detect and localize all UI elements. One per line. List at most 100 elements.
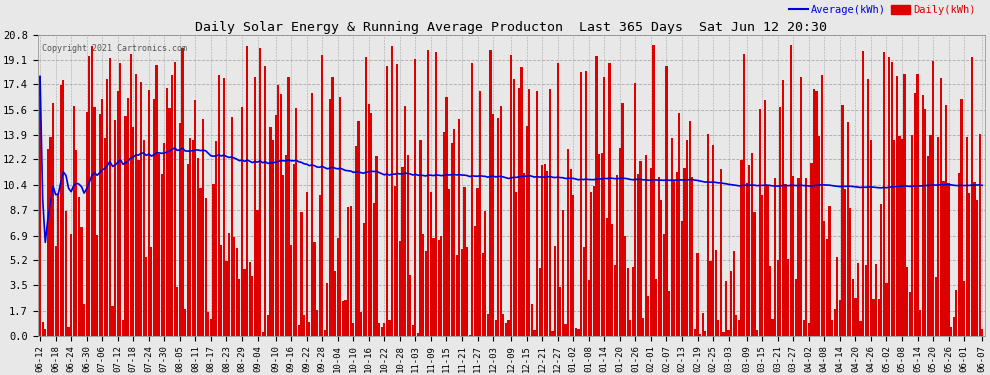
Bar (546, 171, 548, 336)
Bar (707, 134, 709, 336)
Bar (293, 164, 295, 336)
Bar (370, 112, 372, 336)
Bar (143, 140, 145, 336)
Bar (300, 212, 303, 336)
Bar (515, 192, 518, 336)
Bar (792, 176, 794, 336)
Bar (125, 116, 127, 336)
Bar (657, 177, 659, 336)
Bar (409, 275, 411, 336)
Bar (790, 45, 792, 336)
Bar (575, 328, 577, 336)
Bar (184, 309, 186, 336)
Bar (269, 127, 271, 336)
Bar (779, 107, 781, 336)
Bar (824, 221, 826, 336)
Bar (857, 262, 859, 336)
Bar (585, 71, 587, 336)
Bar (829, 206, 831, 336)
Bar (223, 78, 225, 336)
Bar (321, 55, 324, 336)
Bar (433, 238, 435, 336)
Bar (531, 304, 533, 336)
Bar (696, 254, 699, 336)
Bar (872, 299, 874, 336)
Bar (877, 299, 880, 336)
Bar (837, 257, 839, 336)
Bar (327, 284, 329, 336)
Bar (981, 328, 983, 336)
Bar (354, 146, 357, 336)
Bar (391, 46, 393, 336)
Bar (935, 277, 937, 336)
Bar (213, 184, 215, 336)
Bar (733, 251, 735, 336)
Bar (340, 97, 342, 336)
Bar (378, 323, 380, 336)
Bar (101, 99, 103, 336)
Bar (388, 320, 391, 336)
Bar (441, 236, 443, 336)
Bar (965, 138, 968, 336)
Bar (730, 271, 733, 336)
Bar (70, 234, 72, 336)
Bar (311, 93, 313, 336)
Bar (334, 271, 337, 336)
Bar (272, 141, 274, 336)
Bar (526, 126, 528, 336)
Bar (640, 161, 642, 336)
Bar (551, 330, 553, 336)
Bar (771, 319, 773, 336)
Bar (277, 85, 279, 336)
Bar (782, 80, 784, 336)
Bar (422, 234, 425, 336)
Bar (681, 220, 683, 336)
Bar (274, 116, 277, 336)
Bar (396, 64, 398, 336)
Bar (500, 105, 502, 336)
Bar (241, 107, 244, 336)
Bar (932, 61, 935, 336)
Bar (774, 178, 776, 336)
Bar (888, 57, 890, 336)
Bar (158, 154, 160, 336)
Bar (922, 95, 924, 336)
Bar (548, 88, 551, 336)
Bar (723, 332, 725, 336)
Bar (489, 50, 492, 336)
Bar (606, 218, 608, 336)
Bar (629, 320, 632, 336)
Bar (96, 235, 98, 336)
Bar (380, 327, 383, 336)
Bar (919, 310, 922, 336)
Bar (210, 319, 212, 336)
Bar (647, 296, 649, 336)
Bar (649, 168, 652, 336)
Bar (168, 108, 170, 336)
Bar (280, 94, 282, 336)
Bar (357, 121, 359, 336)
Bar (112, 306, 114, 336)
Bar (287, 77, 290, 336)
Bar (264, 66, 266, 336)
Bar (261, 332, 263, 336)
Bar (955, 290, 957, 336)
Bar (505, 323, 507, 336)
Bar (484, 211, 486, 336)
Bar (236, 248, 238, 336)
Bar (761, 195, 763, 336)
Bar (99, 114, 101, 336)
Bar (846, 122, 848, 336)
Bar (495, 320, 497, 336)
Bar (800, 77, 802, 336)
Bar (202, 119, 204, 336)
Bar (375, 156, 377, 336)
Bar (797, 177, 800, 336)
Bar (122, 320, 124, 336)
Bar (559, 287, 561, 336)
Bar (45, 328, 47, 336)
Bar (324, 330, 326, 336)
Bar (510, 55, 512, 336)
Bar (138, 160, 140, 336)
Bar (831, 321, 834, 336)
